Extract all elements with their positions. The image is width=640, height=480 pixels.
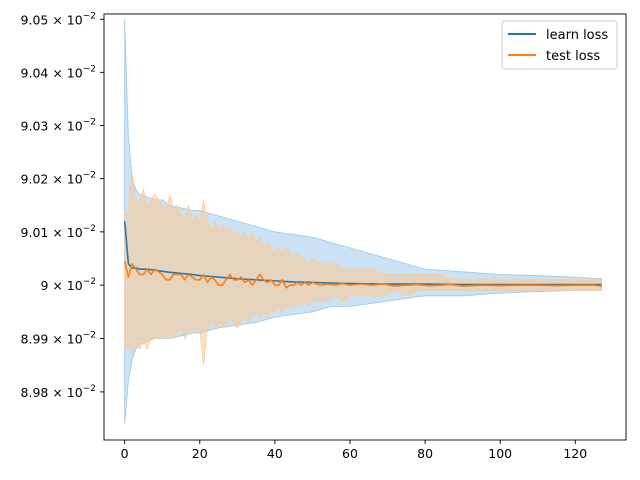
legend: learn loss test loss [501,20,618,70]
x-tick-label: 60 [342,446,358,461]
y-tick-label: 8.99 × 10−2 [21,330,96,346]
legend-label-0: learn loss [546,28,608,43]
y-tick-label: 9.05 × 10−2 [21,11,96,27]
y-tick-label: 9.02 × 10−2 [21,171,96,187]
series-lines [123,221,602,289]
x-tick-label: 120 [563,446,587,461]
y-tick-label: 9.01 × 10−2 [21,224,96,240]
confidence-bands [124,19,602,424]
x-tick-label: 20 [192,446,208,461]
band-series-1 [124,173,602,366]
plot-frame [103,13,627,441]
legend-label-1: test loss [546,49,600,64]
y-tick-label: 9 × 10−2 [40,277,96,293]
axes: 0 20 40 60 80 100 120 8.98 × 10−2 8.99 × 10−2 9 ×… [21,11,627,461]
y-tick-label: 9.03 × 10−2 [21,117,96,133]
x-tick-label: 40 [267,446,283,461]
x-tick-label: 0 [121,446,129,461]
x-tick-label: 80 [417,446,433,461]
line-series-1 [123,260,602,289]
y-tick-label: 9.04 × 10−2 [21,64,96,80]
x-tick-label: 100 [488,446,512,461]
y-tick-label: 8.98 × 10−2 [21,384,96,400]
